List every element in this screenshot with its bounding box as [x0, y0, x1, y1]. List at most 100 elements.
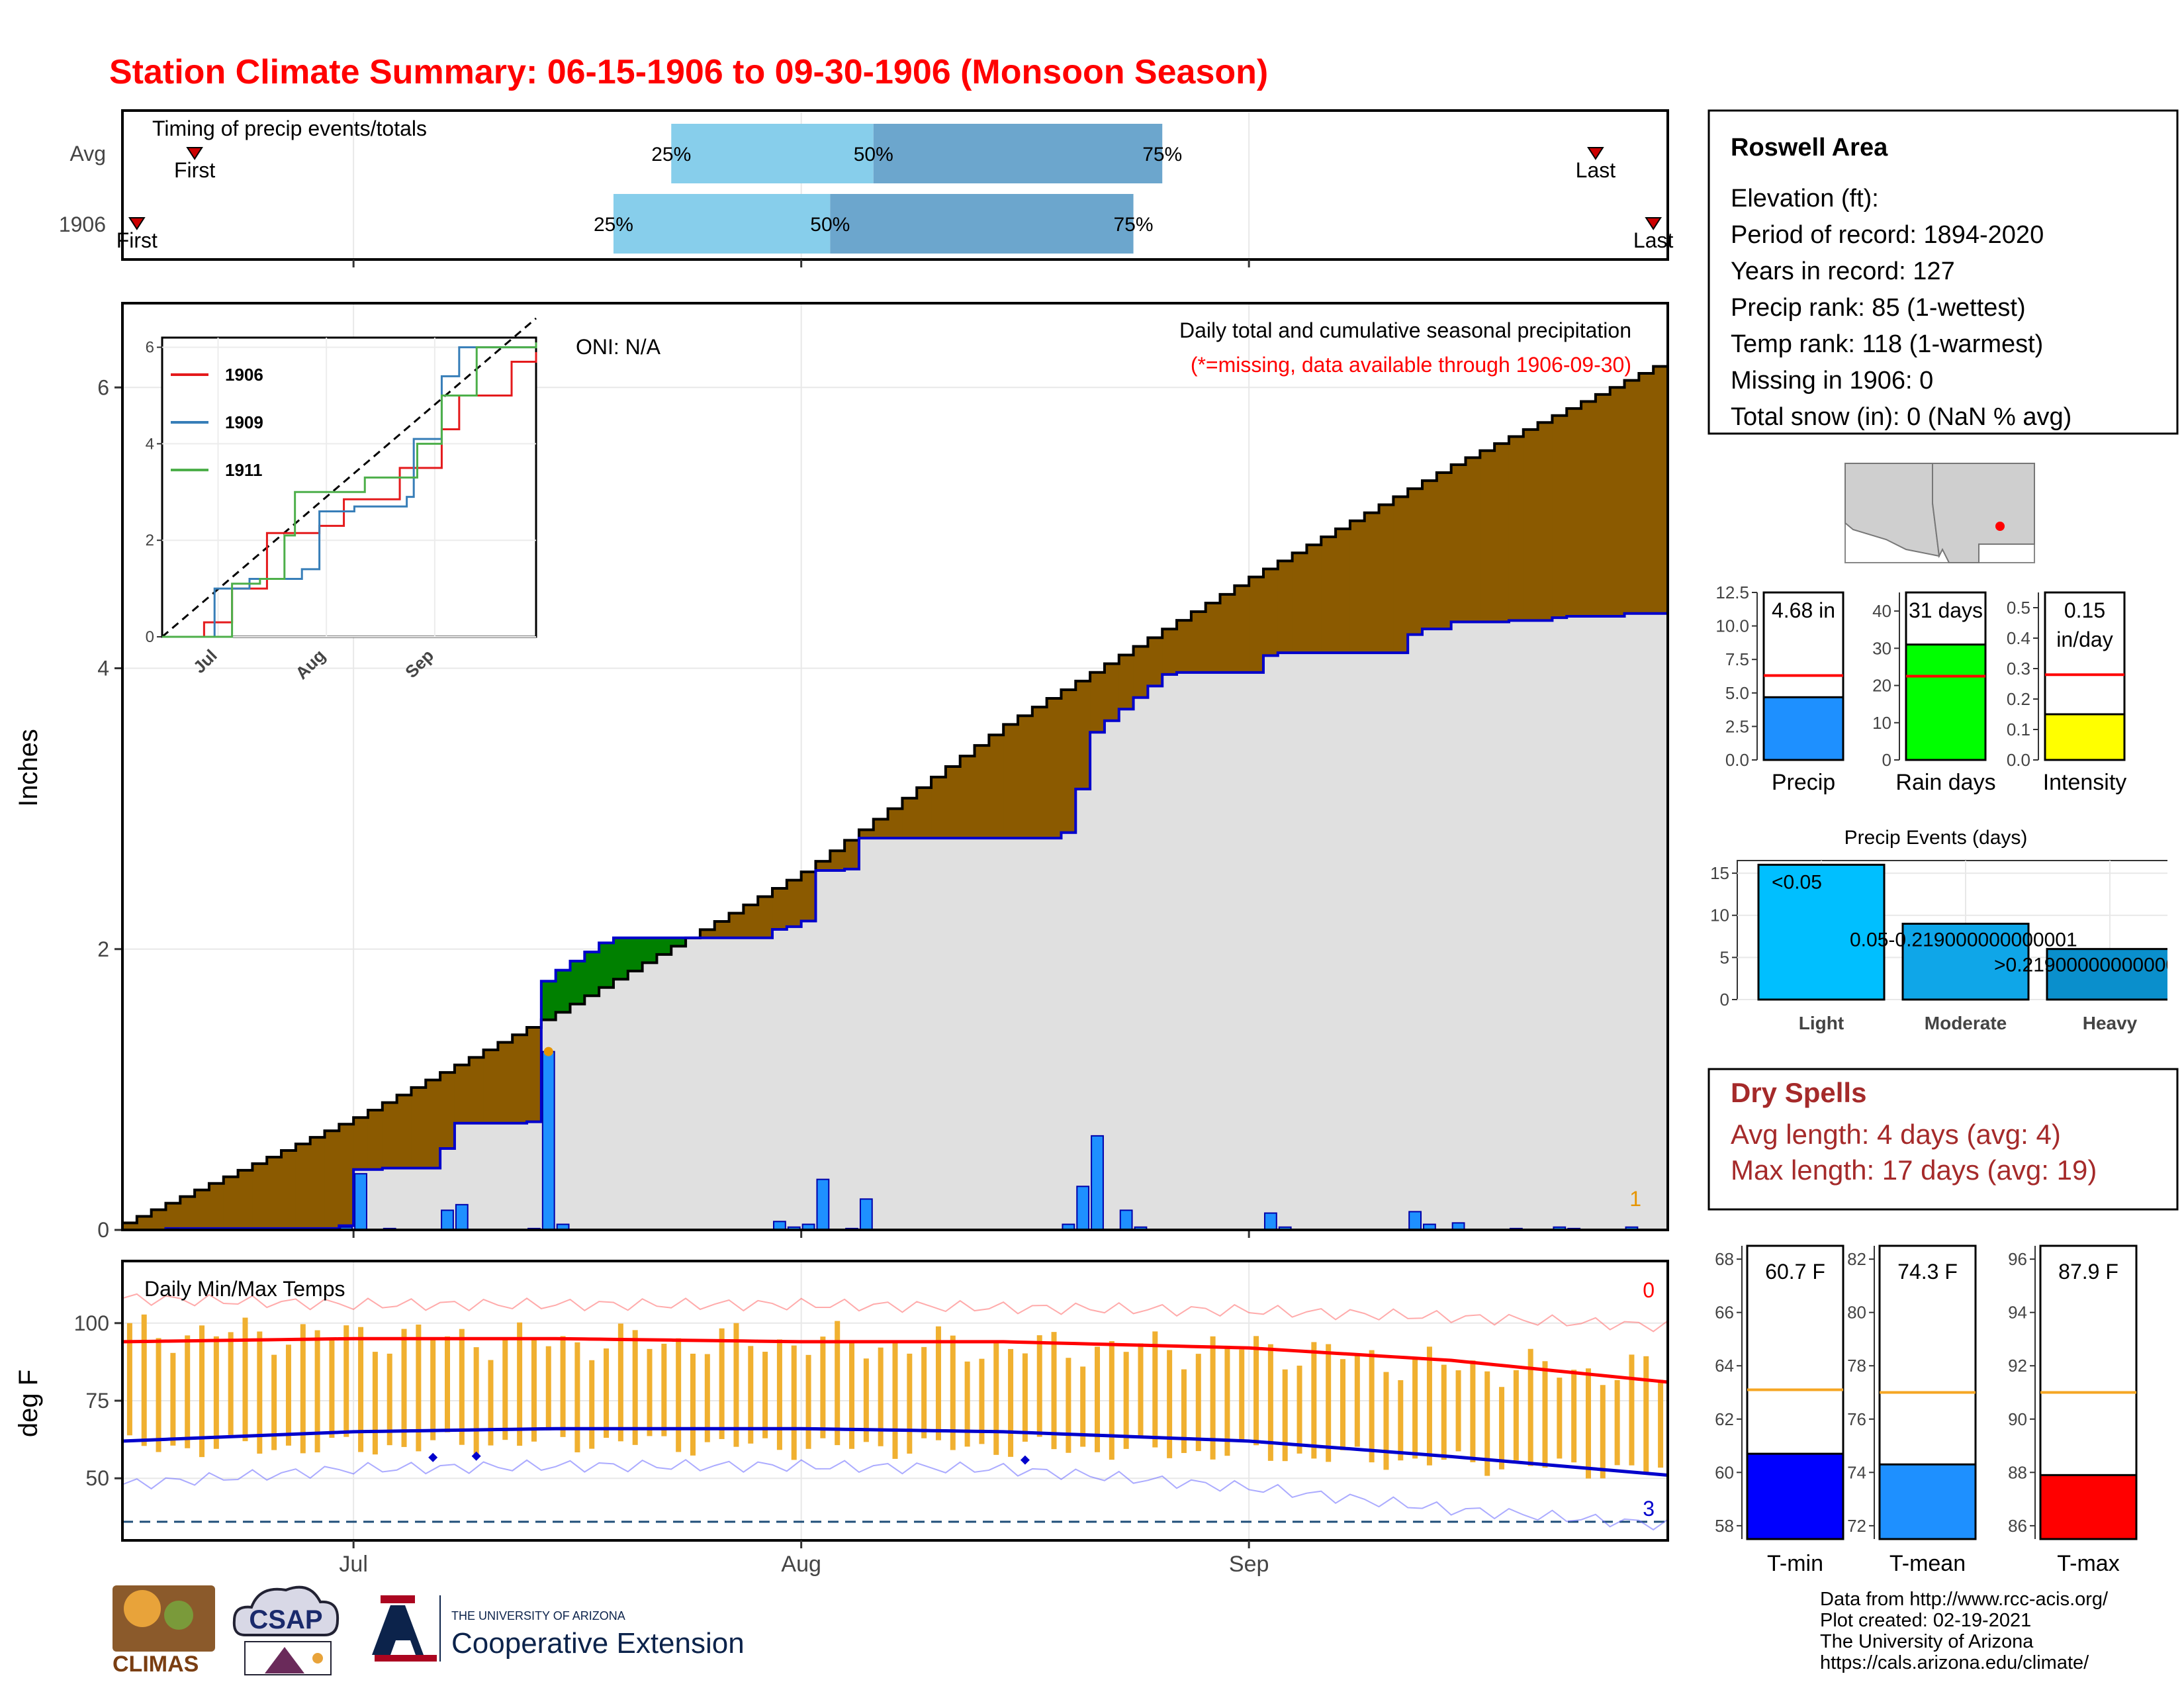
daily-temp-range-bar — [459, 1329, 465, 1445]
deficit-area — [353, 1117, 369, 1170]
deficit-area — [1610, 387, 1625, 617]
average-cumulative-line — [122, 359, 1669, 1225]
events-y-tick-label: 15 — [1710, 863, 1729, 883]
mini-value-bar-Rain days — [1905, 643, 1987, 761]
first-event-marker — [128, 217, 146, 230]
temp-y-tick-label: 75 — [85, 1389, 109, 1413]
tbar-tick-label: 68 — [1715, 1249, 1734, 1269]
precip-y-tick-label: 6 — [97, 375, 109, 399]
temp-panel-title: Daily Min/Max Temps — [144, 1277, 345, 1301]
daily-temp-range-bar — [126, 1323, 132, 1436]
max-daily-precip-marker — [543, 1047, 553, 1056]
deficit-area — [498, 1042, 513, 1123]
deficit-area — [396, 1095, 412, 1168]
deficit-area — [1349, 520, 1365, 653]
daily-precip-bar — [1263, 1212, 1277, 1231]
events-bar-Light — [1757, 863, 1886, 1001]
daily-temp-range-bar — [1571, 1370, 1577, 1463]
tbar-value-T-max — [2039, 1474, 2138, 1540]
temp-corner-top: 0 — [1643, 1278, 1655, 1302]
daily-precip-bar — [541, 1051, 555, 1231]
x-tick-label: Aug — [781, 1552, 821, 1577]
events-x-label: Heavy — [2083, 1013, 2138, 1033]
deficit-area — [136, 1216, 152, 1230]
daily-temp-range-bar — [704, 1354, 710, 1442]
daily-temp-range-bar — [1239, 1349, 1245, 1442]
surplus-area — [671, 937, 686, 947]
mini-tick-label: 5.0 — [1725, 683, 1749, 703]
deficit-area — [1133, 646, 1148, 698]
daily-temp-range-bar — [1123, 1352, 1129, 1449]
mini-value-label-2: in/day — [2056, 628, 2113, 651]
deficit-area — [931, 776, 946, 839]
deficit-area — [208, 1183, 224, 1229]
deficit-area — [945, 767, 961, 839]
station-location-dot — [1995, 522, 2005, 531]
daily-temp-range-bar — [502, 1338, 508, 1440]
mini-value-label: 0.15 — [2064, 598, 2105, 622]
info-line: Years in record: 127 — [1731, 258, 1955, 285]
footer-credit-line: Data from http://www.rcc-acis.org/ — [1820, 1589, 2109, 1610]
deficit-area — [1292, 553, 1307, 653]
timing-row-label-year: 1906 — [59, 212, 106, 236]
tbar-value-label: 87.9 F — [2058, 1260, 2118, 1284]
deficit-area — [1581, 401, 1596, 617]
deficit-area — [1451, 464, 1466, 622]
events-y-tick-label: 10 — [1710, 906, 1729, 925]
tbar-value-T-min — [1746, 1452, 1844, 1540]
daily-temp-range-bar — [719, 1328, 725, 1439]
deficit-area — [772, 888, 788, 930]
inset-legend-label: 1909 — [225, 412, 263, 432]
deficit-area — [1364, 512, 1380, 653]
temp-y-tick-label: 50 — [85, 1466, 109, 1490]
info-line: Elevation (ft): — [1731, 185, 1879, 212]
x-tick-label: Sep — [1229, 1552, 1269, 1577]
deficit-area — [1408, 489, 1423, 635]
daily-temp-range-bar — [1152, 1331, 1158, 1448]
deficit-area — [714, 921, 730, 938]
station-info-box: Roswell Area Elevation (ft): Period of re… — [1707, 109, 2179, 435]
daily-temp-range-bar — [1181, 1369, 1187, 1453]
deficit-area — [483, 1050, 498, 1123]
daily-temp-range-bar — [517, 1322, 523, 1446]
daily-temp-range-bar — [979, 1358, 985, 1444]
deficit-area — [902, 798, 917, 839]
daily-temp-range-bar — [1326, 1344, 1332, 1462]
deficit-area — [151, 1209, 166, 1230]
mini-tick-label: 7.5 — [1725, 649, 1749, 669]
climas-logo: CLIMAS — [113, 1585, 215, 1677]
surplus-area — [627, 937, 643, 971]
deficit-area — [223, 1176, 239, 1229]
daily-temp-range-bar — [430, 1339, 436, 1440]
inset-legend-label: 1911 — [225, 460, 262, 480]
mini-tick-label: 0.5 — [2007, 598, 2030, 618]
temp-y-label: deg F — [14, 1370, 43, 1437]
precip-y-tick-label: 4 — [97, 657, 109, 680]
last-event-label: Last — [1633, 228, 1674, 252]
daily-temp-range-bar — [574, 1342, 580, 1452]
deficit-area — [1653, 366, 1668, 614]
precip-events-title: Precip Events (days) — [1844, 827, 2028, 849]
record-low-marker — [1020, 1455, 1030, 1465]
daily-temp-range-bar — [690, 1353, 696, 1456]
daily-temp-range-bar — [228, 1332, 234, 1435]
daily-temp-range-bar — [560, 1336, 566, 1437]
daily-temp-range-bar — [1441, 1364, 1447, 1460]
daily-temp-range-bar — [892, 1341, 898, 1459]
deficit-area — [1465, 457, 1480, 622]
precip-y-tick-label: 0 — [97, 1218, 109, 1242]
missing-note: (*=missing, data available through 1906-… — [1191, 353, 1631, 377]
deficit-area — [960, 756, 976, 839]
observed-cumulative-fill — [122, 613, 1668, 1230]
timing-panel: Timing of precip events/totals Avg 1906 … — [59, 109, 1674, 267]
daily-temp-range-bar — [791, 1345, 797, 1460]
daily-precip-bar — [441, 1209, 454, 1231]
info-line: Period of record: 1894-2020 — [1731, 221, 2044, 249]
deficit-area — [1277, 561, 1293, 653]
university-of-arizona-logo: THE UNIVERSITY OF ARIZONA Cooperative Ex… — [372, 1595, 745, 1662]
deficit-area — [815, 861, 831, 870]
deficit-area — [122, 1223, 138, 1230]
events-bar-label: <0.05 — [1772, 871, 1822, 893]
daily-temp-range-bar — [1499, 1387, 1505, 1470]
deficit-area — [1090, 672, 1105, 733]
